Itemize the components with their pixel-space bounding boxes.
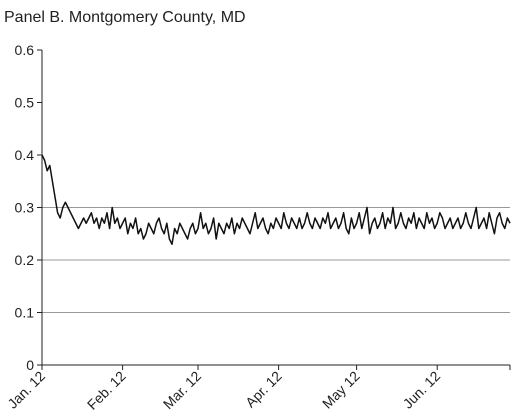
- x-tick-label: Jan. 12: [4, 368, 48, 412]
- y-tick-label: 0.2: [15, 252, 35, 268]
- y-tick-label: 0.4: [15, 147, 35, 163]
- y-tick-label: 0.1: [15, 305, 35, 321]
- x-tick-label: Feb. 12: [84, 368, 129, 413]
- x-tick-label: Jun. 12: [400, 368, 444, 412]
- x-tick-label: Mar. 12: [160, 368, 204, 412]
- x-tick-label: Apr. 12: [242, 368, 285, 411]
- y-tick-label: 0: [26, 357, 34, 373]
- y-tick-label: 0.6: [15, 42, 35, 58]
- y-tick-label: 0.5: [15, 95, 35, 111]
- chart-title: Panel B. Montgomery County, MD: [4, 9, 246, 26]
- data-line: [41, 154, 511, 245]
- y-tick-label: 0.3: [15, 200, 35, 216]
- x-tick-label: May 12: [319, 368, 363, 412]
